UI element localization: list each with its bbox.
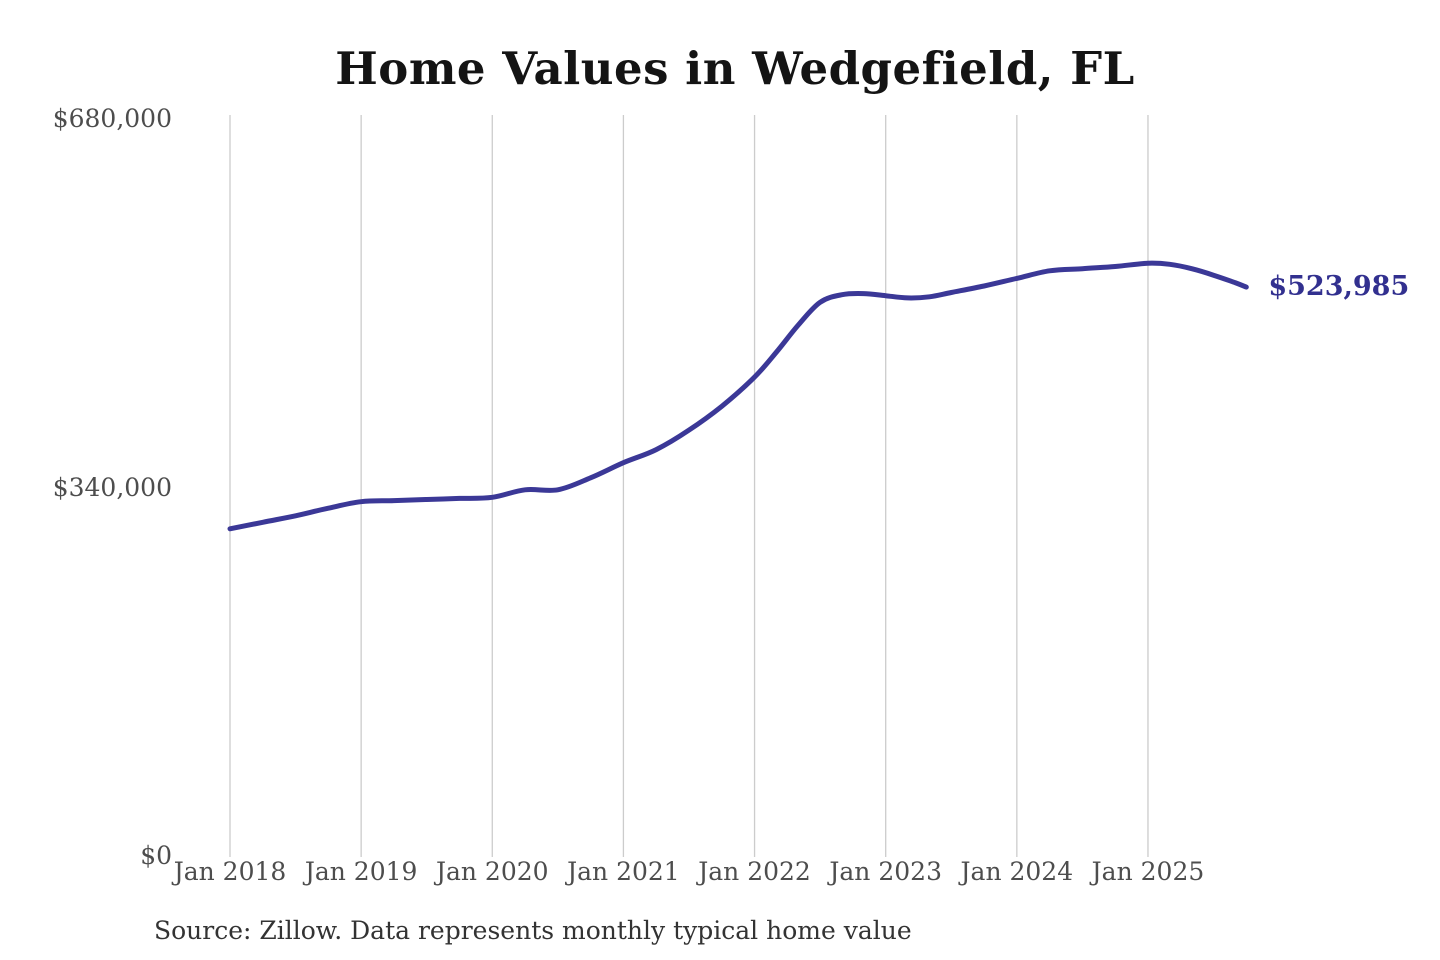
y-axis-tick-label: $680,000 — [52, 104, 172, 133]
source-note: Source: Zillow. Data represents monthly … — [154, 916, 912, 945]
current-value-label: $523,985 — [1268, 271, 1410, 303]
x-axis-tick-label: Jan 2018 — [173, 857, 287, 886]
y-axis-tick-label: $0 — [140, 841, 172, 870]
home-value-line — [227, 260, 1249, 532]
x-axis-tick-label: Jan 2019 — [304, 857, 418, 886]
x-axis-tick-label: Jan 2025 — [1091, 857, 1205, 886]
chart-title: Home Values in Wedgefield, FL — [335, 42, 1135, 95]
x-axis-tick-label: Jan 2023 — [829, 857, 942, 886]
x-axis-tick-label: Jan 2020 — [435, 857, 549, 886]
x-axis-tick-label: Jan 2024 — [960, 857, 1074, 886]
x-axis-tick-label: Jan 2022 — [698, 857, 811, 886]
y-axis-tick-label: $340,000 — [52, 472, 172, 502]
x-axis-tick-label: Jan 2021 — [567, 857, 680, 886]
